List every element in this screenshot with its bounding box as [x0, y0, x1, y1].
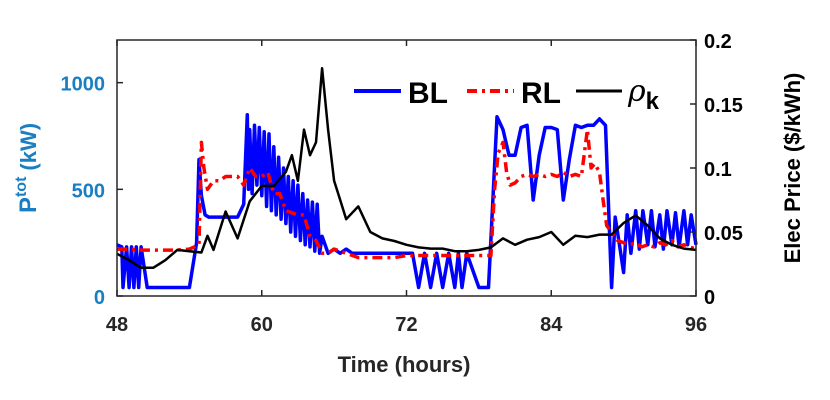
y-left-title-unit: (kW): [16, 123, 41, 171]
legend-label-rho-sub: k: [646, 88, 660, 115]
y-left-tick-label: 500: [72, 180, 105, 202]
y-left-title-main: P: [15, 197, 42, 213]
x-tick-label: 48: [106, 314, 128, 336]
x-tick-label: 72: [395, 314, 417, 336]
x-tick-label: 60: [251, 314, 273, 336]
y-left-tick-label: 1000: [61, 74, 106, 96]
y-left-axis-title: Ptot (kW): [13, 123, 42, 213]
legend-label-rl: RL: [521, 77, 561, 110]
y-right-tick-label: 0.05: [704, 223, 743, 245]
legend-label-bl: BL: [408, 77, 448, 110]
x-tick-label: 84: [540, 314, 563, 336]
legend-label-rho: ρk: [627, 74, 660, 115]
x-tick-label: 96: [685, 314, 707, 336]
axes-layer: 48 60 72 84 96 0 500 1000 0 0.05 0.1 0.15 0.2: [61, 31, 743, 336]
y-right-tick-label: 0: [704, 287, 715, 309]
series-layer: [116, 66, 698, 290]
series-line-rl: [117, 127, 697, 260]
y-right-axis-title: Elec Price ($/kWh): [780, 73, 805, 264]
x-axis-title: Time (hours): [338, 352, 471, 377]
series-line-rho-k: [116, 66, 697, 270]
legend: BL RL ρk: [354, 74, 660, 115]
y-left-tick-label: 0: [94, 287, 105, 309]
y-left-title-sup: tot: [13, 176, 30, 197]
y-right-tick-label: 0.15: [704, 95, 743, 117]
y-right-tick-label: 0.2: [704, 31, 732, 53]
series-line-bl: [116, 112, 698, 290]
y-right-tick-label: 0.1: [704, 159, 732, 181]
